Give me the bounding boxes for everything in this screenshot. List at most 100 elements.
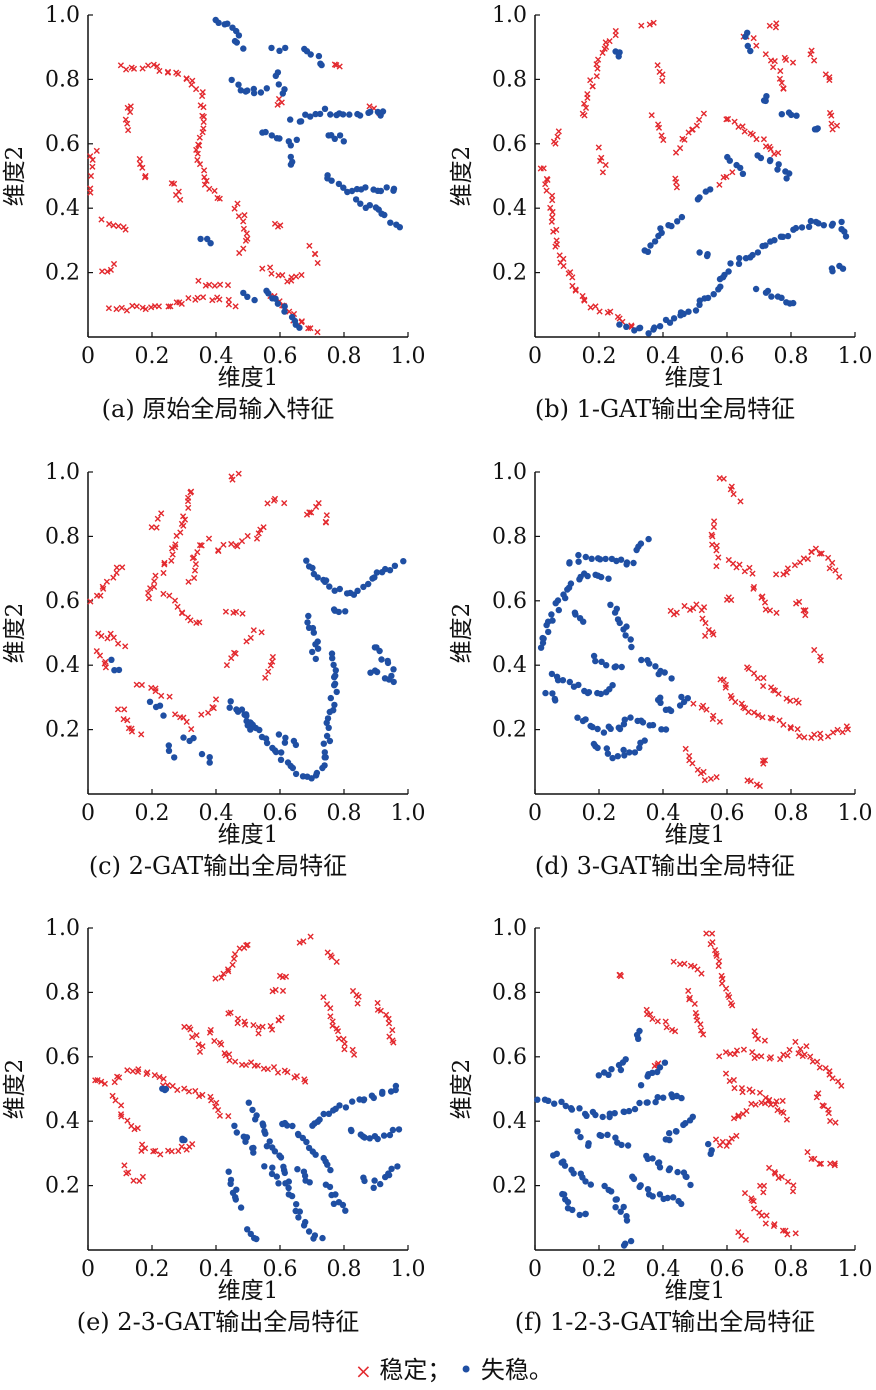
stable-point xyxy=(195,141,202,148)
stable-point xyxy=(716,1053,723,1060)
unstable-point xyxy=(238,706,246,713)
y-axis-label: 维度2 xyxy=(2,146,28,207)
unstable-point xyxy=(305,612,312,620)
stable-point xyxy=(732,698,739,706)
stable-point xyxy=(756,782,763,790)
stable-point xyxy=(242,1061,250,1069)
legend-stable-marker: × xyxy=(355,1359,372,1383)
unstable-point xyxy=(542,689,549,697)
unstable-point xyxy=(607,601,614,608)
stable-point xyxy=(816,1160,823,1167)
unstable-point xyxy=(268,1170,276,1178)
unstable-point xyxy=(281,303,288,310)
unstable-point xyxy=(678,213,686,221)
stable-point xyxy=(228,655,235,662)
stable-point xyxy=(110,574,117,581)
unstable-point xyxy=(630,559,637,567)
y-tick-label: 0.6 xyxy=(45,132,80,157)
unstable-point xyxy=(390,666,397,673)
chart-panel-5: 0 0.2 0.4 0.6 0.8 1.0 0.2 0.4 0.6 0.8 1.0 维度1 维度2 (f)… xyxy=(449,916,873,1336)
unstable-point xyxy=(161,1086,169,1094)
stable-point xyxy=(239,610,246,617)
stable-point xyxy=(129,1068,136,1075)
unstable-point xyxy=(560,591,567,598)
legend-line: × 稳定； • 失稳。 xyxy=(355,1356,553,1384)
unstable-point xyxy=(749,251,756,259)
unstable-point xyxy=(289,764,296,772)
unstable-point xyxy=(805,223,813,230)
stable-point xyxy=(198,711,205,718)
stable-point xyxy=(231,205,238,212)
x-tick-label: 1.0 xyxy=(838,1257,873,1282)
unstable-point xyxy=(561,1162,569,1169)
stable-point xyxy=(817,657,824,664)
stable-point xyxy=(754,675,761,682)
stable-point xyxy=(830,729,837,736)
stable-point xyxy=(247,634,254,641)
stable-point xyxy=(761,1037,768,1044)
unstable-point xyxy=(644,1186,652,1193)
stable-point xyxy=(366,103,373,110)
unstable-point xyxy=(631,327,638,334)
stable-point xyxy=(616,971,623,979)
stable-point xyxy=(203,177,210,184)
unstable-point xyxy=(570,1170,577,1177)
stable-point xyxy=(298,271,305,279)
unstable-point xyxy=(377,1180,384,1188)
unstable-point xyxy=(767,156,774,164)
unstable-point xyxy=(678,1200,685,1208)
legend: × 稳定； • 失稳。 xyxy=(355,1356,553,1384)
unstable-point xyxy=(326,737,334,745)
x-tick-label: 0.8 xyxy=(327,1257,362,1282)
y-tick-label: 0.4 xyxy=(492,196,527,221)
stable-point xyxy=(209,704,216,711)
stable-point xyxy=(274,101,281,108)
stable-point xyxy=(158,692,165,699)
stable-point xyxy=(745,708,752,716)
unstable-point xyxy=(786,170,793,177)
stable-point xyxy=(258,629,265,636)
stable-point xyxy=(743,1107,750,1115)
stable-point xyxy=(269,988,276,995)
stable-point xyxy=(793,600,800,607)
unstable-point xyxy=(666,1136,673,1144)
unstable-point xyxy=(582,716,589,723)
stable-point xyxy=(206,281,213,288)
x-tick-label: 0.2 xyxy=(135,801,170,826)
stable-point xyxy=(784,565,791,572)
stable-point xyxy=(206,1029,214,1036)
unstable-point xyxy=(587,1181,594,1188)
unstable-point xyxy=(304,619,311,626)
y-tick-label: 0.6 xyxy=(492,132,527,157)
unstable-point xyxy=(292,741,300,749)
stable-point xyxy=(697,1021,704,1028)
unstable-point xyxy=(400,558,407,565)
unstable-point xyxy=(604,750,612,757)
stable-point xyxy=(307,933,314,940)
unstable-point xyxy=(775,161,782,168)
stable-point xyxy=(824,733,832,740)
unstable-point xyxy=(278,749,285,756)
stable-point xyxy=(216,195,223,202)
y-tick-label: 0.2 xyxy=(45,261,80,286)
stable-point xyxy=(114,706,122,713)
stable-point xyxy=(555,128,562,135)
stable-point xyxy=(783,569,790,576)
unstable-point xyxy=(215,19,222,26)
stable-point xyxy=(124,717,131,724)
unstable-point xyxy=(295,1214,302,1221)
stable-point xyxy=(142,1145,149,1152)
stable-point xyxy=(200,118,207,126)
unstable-point xyxy=(595,1072,602,1079)
unstable-point xyxy=(318,61,325,69)
unstable-point xyxy=(656,1164,664,1171)
unstable-point xyxy=(618,1141,625,1149)
stable-point xyxy=(709,715,716,723)
y-tick-label: 0.2 xyxy=(492,718,527,743)
stable-point xyxy=(102,664,109,671)
unstable-point xyxy=(612,663,620,670)
unstable-point xyxy=(599,1113,606,1121)
stable-point xyxy=(188,726,195,733)
stable-point xyxy=(766,22,773,29)
unstable-point xyxy=(387,219,394,226)
